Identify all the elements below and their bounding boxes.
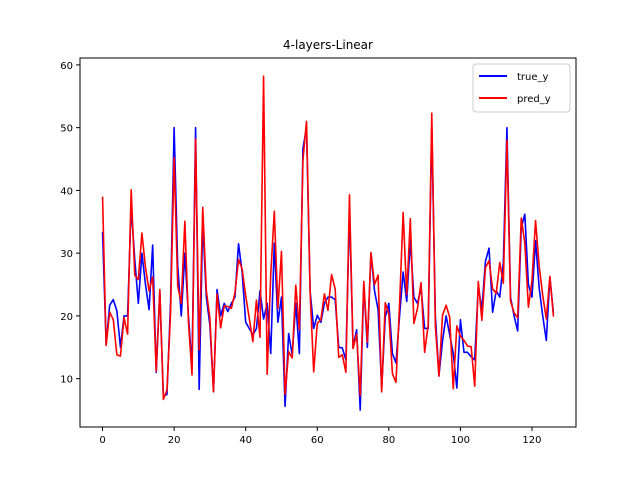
series-line-pred-y	[101, 75, 555, 401]
x-tick-label: 40	[239, 435, 252, 446]
legend: true_y pred_y	[472, 63, 571, 113]
y-tick-label: 30	[60, 249, 73, 260]
x-axis: 0 20 40 60 80 100 120	[99, 427, 542, 446]
y-tick-label: 10	[60, 375, 73, 386]
x-tick-label: 120	[522, 435, 541, 446]
x-tick-label: 60	[311, 435, 324, 446]
y-tick-label: 20	[60, 312, 73, 323]
y-tick-label: 40	[60, 186, 73, 197]
x-tick-label: 100	[451, 435, 470, 446]
plot-frame	[79, 57, 577, 428]
x-tick-label: 80	[382, 435, 395, 446]
chart-title: 4-layers-Linear	[283, 38, 373, 52]
x-tick-label: 0	[99, 435, 105, 446]
legend-label-pred-y: pred_y	[517, 94, 551, 105]
y-tick-label: 60	[60, 61, 73, 72]
x-tick-label: 20	[168, 435, 181, 446]
y-tick-label: 50	[60, 124, 73, 135]
legend-label-true-y: true_y	[517, 72, 549, 83]
y-axis: 10 20 30 40 50 60	[60, 61, 80, 386]
plot-series	[101, 75, 555, 411]
